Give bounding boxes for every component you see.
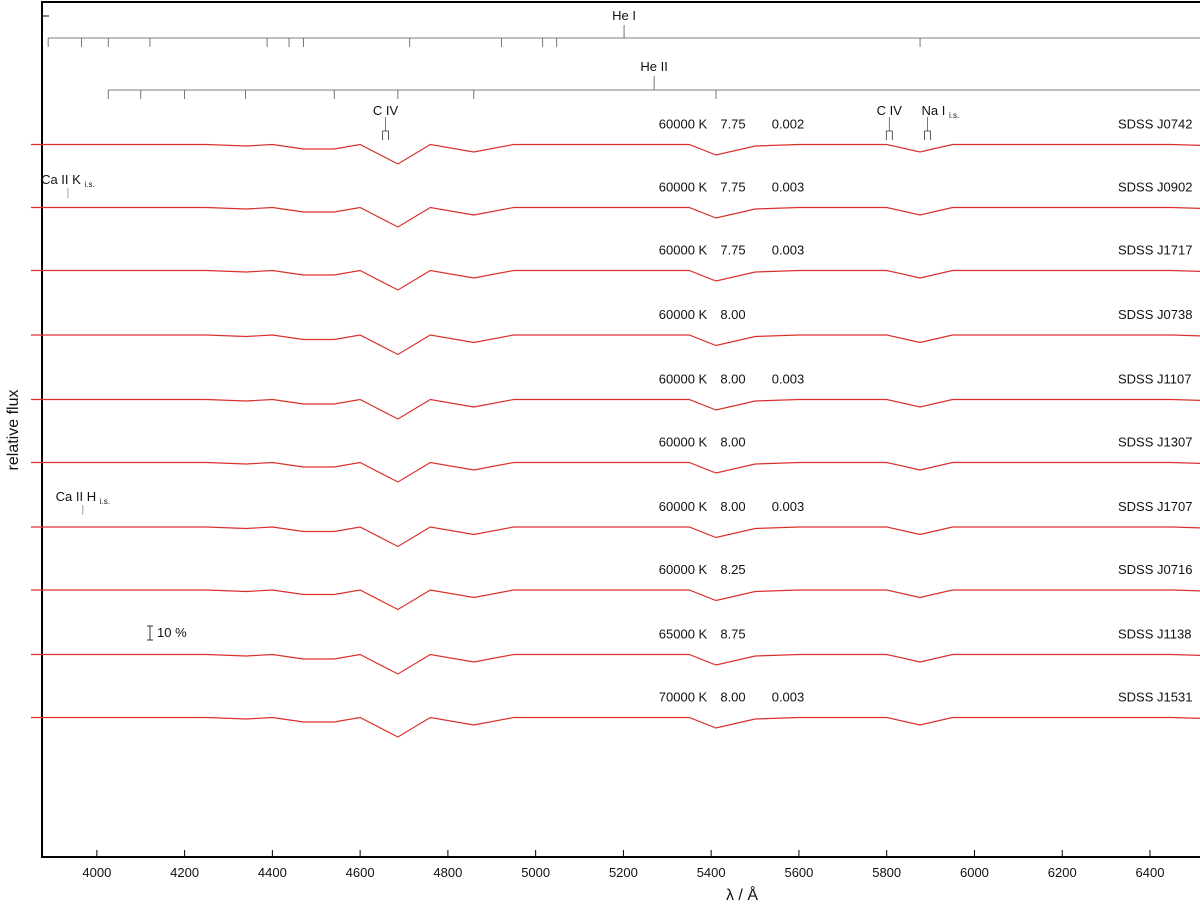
x-tick-label: 4400	[258, 865, 287, 880]
annotation-marker	[885, 117, 893, 140]
x-tick-label: 5200	[609, 865, 638, 880]
series-name: SDSS J1138	[1118, 627, 1191, 642]
series-name: SDSS J0738	[1118, 307, 1192, 322]
annotation-text: Ca II H	[56, 489, 96, 504]
annotation-text: Ca II K	[41, 172, 81, 187]
heh-label: 0.003	[772, 180, 805, 195]
logg-label: 8.25	[720, 562, 745, 577]
spectrum-line	[31, 653, 1200, 675]
spectrum-line	[31, 589, 1200, 611]
annotation-marker	[924, 117, 931, 140]
logg-label: 7.75	[720, 243, 745, 258]
heh-label: 0.003	[772, 499, 805, 514]
annotation-text: Na I	[922, 103, 946, 118]
series-name: SDSS J1717	[1118, 243, 1192, 258]
logg-label: 7.75	[720, 117, 745, 132]
teff-label: 60000 K	[659, 562, 708, 577]
series-name: SDSS J0742	[1118, 117, 1192, 132]
annotation-bracket	[382, 130, 389, 140]
x-tick-label: 5600	[784, 865, 813, 880]
series-name: SDSS J1707	[1118, 499, 1192, 514]
axis-frame	[41, 1, 1200, 858]
logg-label: 8.75	[720, 627, 745, 642]
teff-label: 60000 K	[659, 180, 708, 195]
logg-label: 7.75	[720, 180, 745, 195]
annotation-text: C IV	[373, 103, 399, 118]
spectrum-line	[31, 206, 1200, 228]
logg-label: 8.00	[720, 690, 745, 705]
x-tick-label: 6400	[1136, 865, 1165, 880]
series-name: SDSS J0902	[1118, 180, 1192, 195]
teff-label: 60000 K	[659, 499, 708, 514]
series-name: SDSS J1307	[1118, 435, 1192, 450]
annotation-text: 10 %	[157, 625, 187, 640]
teff-label: 60000 K	[659, 307, 708, 322]
annotation-bracket	[885, 130, 893, 140]
annotation: 10 %	[157, 625, 187, 640]
spectrum-line	[31, 398, 1200, 420]
y-axis-label: relative flux	[5, 390, 22, 471]
spectrum-line	[31, 334, 1200, 356]
annotation: Ca II H i.s.	[56, 489, 110, 506]
teff-label: 60000 K	[659, 435, 708, 450]
annotation-sub: i.s.	[84, 180, 94, 189]
series-name: SDSS J1531	[1118, 690, 1192, 705]
series-name: SDSS J1107	[1118, 372, 1191, 387]
x-tick-label: 5400	[697, 865, 726, 880]
x-axis-label: λ / Å	[726, 885, 758, 904]
line-id-label: He II	[640, 59, 667, 74]
x-tick-label: 5800	[872, 865, 901, 880]
spectrum-line	[31, 716, 1200, 738]
heh-label: 0.002	[772, 117, 805, 132]
teff-label: 60000 K	[659, 243, 708, 258]
heh-label: 0.003	[772, 243, 805, 258]
annotation: Na I i.s.	[922, 103, 960, 120]
scale-bar	[147, 625, 153, 641]
heh-label: 0.003	[772, 372, 805, 387]
annotation-sub: i.s.	[949, 111, 959, 120]
teff-label: 70000 K	[659, 690, 708, 705]
annotation-bracket	[924, 130, 931, 140]
spectrum-line	[31, 269, 1200, 291]
x-tick-label: 6000	[960, 865, 989, 880]
annotation-text: C IV	[877, 103, 903, 118]
x-tick-label: 4800	[433, 865, 462, 880]
x-tick-label: 4000	[82, 865, 111, 880]
heh-label: 0.003	[772, 690, 805, 705]
annotation: Ca II K i.s.	[41, 172, 95, 189]
logg-label: 8.00	[720, 307, 745, 322]
x-tick-label: 4600	[346, 865, 375, 880]
logg-label: 8.00	[720, 435, 745, 450]
spectrum-line	[31, 143, 1200, 165]
x-tick-label: 4200	[170, 865, 199, 880]
teff-label: 60000 K	[659, 117, 708, 132]
annotation-sub: i.s.	[100, 497, 110, 506]
x-tick-label: 5000	[521, 865, 550, 880]
teff-label: 65000 K	[659, 627, 708, 642]
teff-label: 60000 K	[659, 372, 708, 387]
annotation: C IV	[373, 103, 399, 118]
spectrum-line	[31, 461, 1200, 483]
logg-label: 8.00	[720, 372, 745, 387]
annotation: C IV	[877, 103, 903, 118]
series-name: SDSS J0716	[1118, 562, 1192, 577]
x-tick-label: 6200	[1048, 865, 1077, 880]
annotation-marker	[382, 117, 389, 140]
line-id-label: He I	[612, 8, 636, 23]
spectrum-line	[31, 526, 1200, 548]
logg-label: 8.00	[720, 499, 745, 514]
